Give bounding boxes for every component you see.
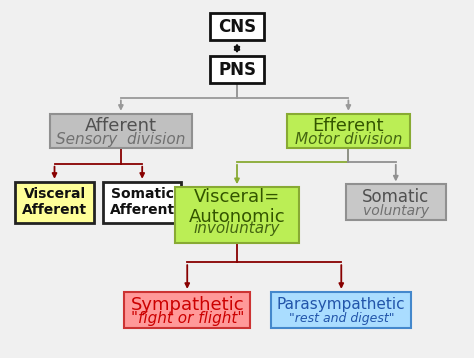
Text: Visceral=
Autonomic: Visceral= Autonomic <box>189 188 285 226</box>
FancyBboxPatch shape <box>50 114 192 147</box>
Text: Sympathetic: Sympathetic <box>130 296 244 314</box>
FancyBboxPatch shape <box>210 13 264 40</box>
FancyBboxPatch shape <box>210 56 264 83</box>
Text: voluntary: voluntary <box>363 204 429 218</box>
Text: Motor division: Motor division <box>295 132 402 147</box>
FancyBboxPatch shape <box>346 184 446 220</box>
Text: Efferent: Efferent <box>313 117 384 135</box>
Text: Somatic: Somatic <box>362 188 429 206</box>
FancyBboxPatch shape <box>287 114 410 147</box>
Text: Afferent: Afferent <box>85 117 157 135</box>
Text: "rest and digest": "rest and digest" <box>289 312 394 325</box>
Text: Somatic
Afferent: Somatic Afferent <box>109 187 175 217</box>
FancyBboxPatch shape <box>15 182 94 223</box>
FancyBboxPatch shape <box>103 182 181 223</box>
FancyBboxPatch shape <box>271 292 411 328</box>
Text: "fight or flight": "fight or flight" <box>130 311 244 326</box>
FancyBboxPatch shape <box>175 187 299 243</box>
Text: Parasympathetic: Parasympathetic <box>277 297 406 312</box>
Text: CNS: CNS <box>218 18 256 36</box>
Text: Visceral
Afferent: Visceral Afferent <box>22 187 87 217</box>
Text: Sensory  division: Sensory division <box>56 132 185 147</box>
Text: involuntary: involuntary <box>194 221 280 236</box>
Text: PNS: PNS <box>218 61 256 79</box>
FancyBboxPatch shape <box>124 292 250 328</box>
